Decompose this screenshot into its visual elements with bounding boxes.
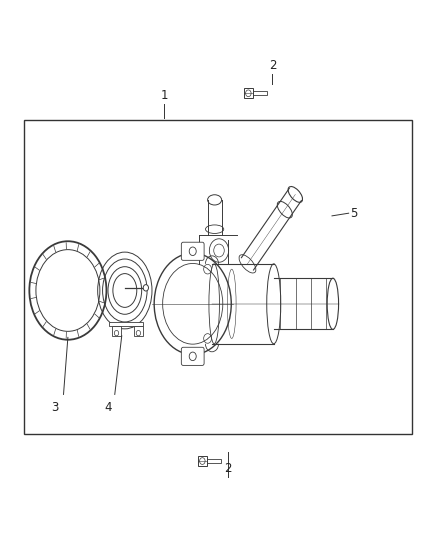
Text: 4: 4 xyxy=(105,401,113,414)
Text: 1: 1 xyxy=(160,90,168,102)
Text: 3: 3 xyxy=(52,401,59,414)
Bar xyxy=(253,92,267,95)
Polygon shape xyxy=(110,322,143,326)
Text: 5: 5 xyxy=(350,207,358,220)
Text: 2: 2 xyxy=(224,463,232,475)
FancyBboxPatch shape xyxy=(181,348,204,366)
Text: 2: 2 xyxy=(268,59,276,72)
Circle shape xyxy=(143,285,148,291)
Bar xyxy=(244,88,253,98)
Ellipse shape xyxy=(154,253,231,354)
Bar xyxy=(198,456,207,466)
Bar xyxy=(207,459,221,463)
Bar xyxy=(24,120,412,434)
FancyBboxPatch shape xyxy=(181,242,204,260)
Bar xyxy=(112,326,121,336)
Bar xyxy=(134,326,143,336)
